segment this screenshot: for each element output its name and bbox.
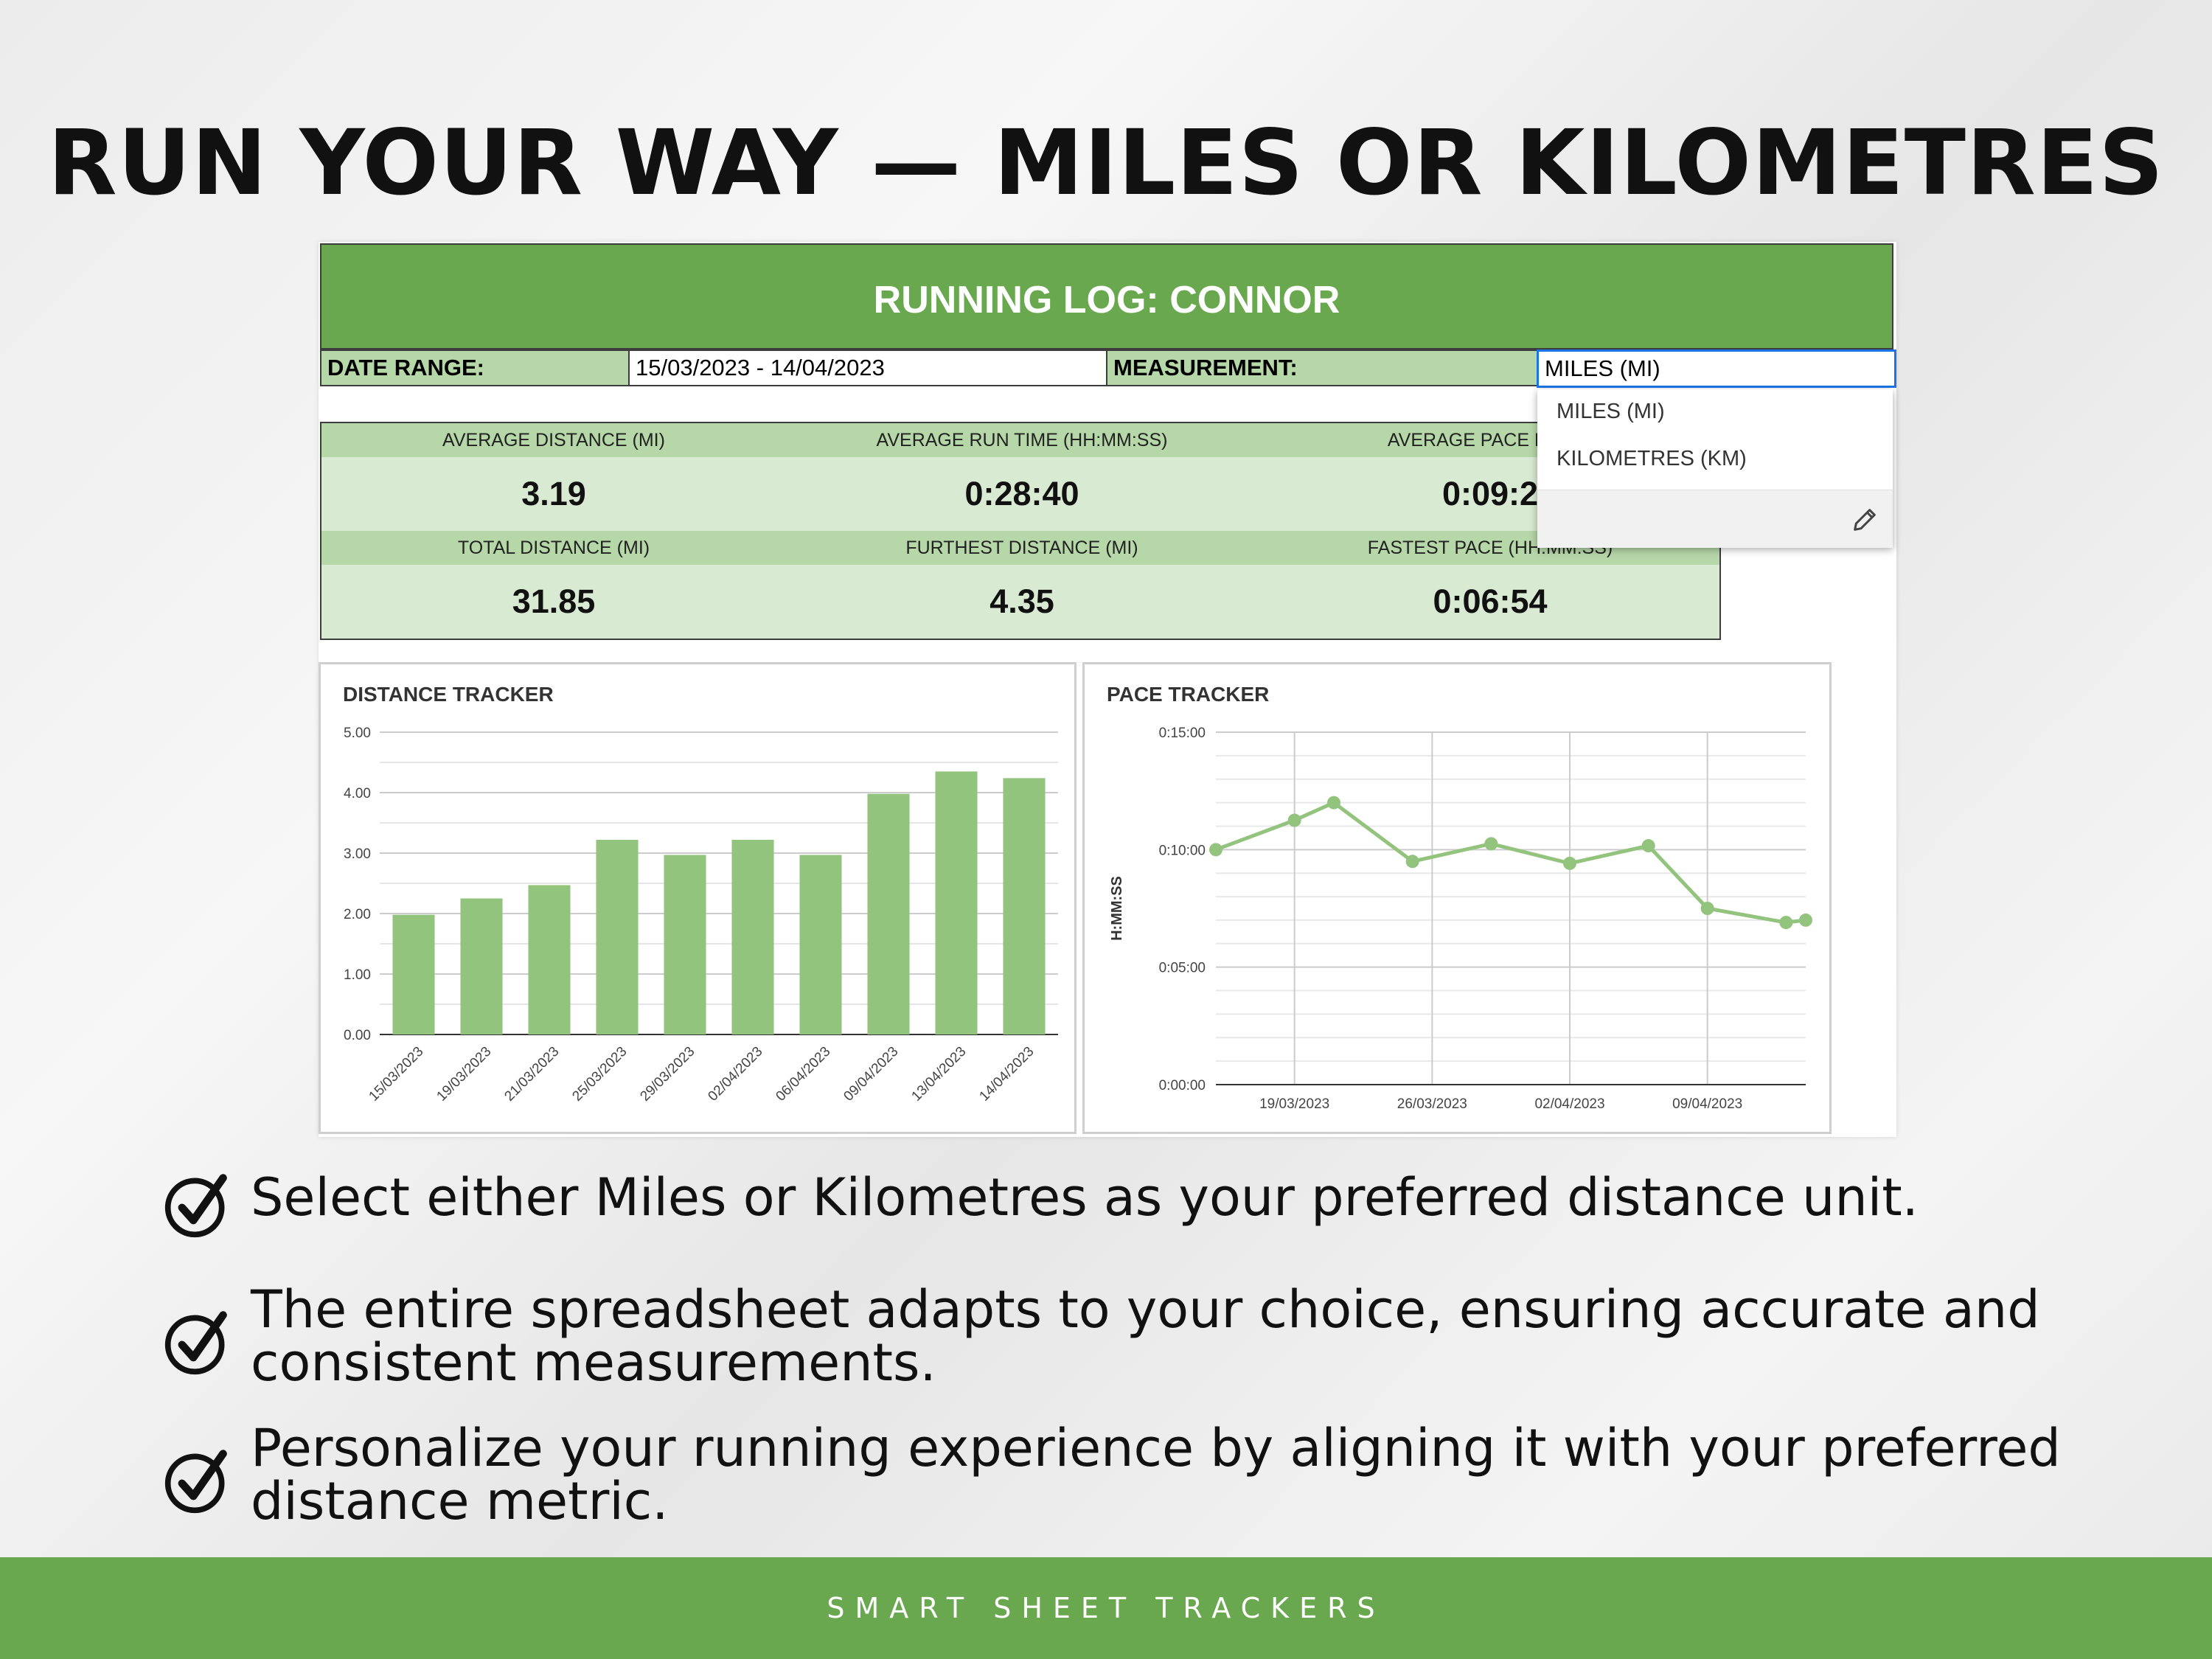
bar-29/03/2023	[664, 855, 706, 1034]
headline: RUN YOUR WAY — MILES OR KILOMETRES	[47, 111, 2165, 215]
y-tick-label: 0:15:00	[1159, 726, 1206, 741]
avg-runtime-value: 0:28:40	[964, 475, 1079, 512]
bar-15/03/2023	[392, 914, 435, 1034]
x-tick-label: 15/03/2023	[366, 1044, 426, 1105]
avg-pace-value: 0:09:2	[1441, 475, 1539, 512]
y-tick-label: 0:05:00	[1159, 961, 1206, 976]
point-19/03/2023	[1287, 813, 1301, 827]
total-distance-label: TOTAL DISTANCE (MI)	[457, 538, 650, 558]
measurement-dropdown-menu: MILES (MI) KILOMETRES (KM)	[1537, 389, 1893, 548]
menu-option-miles[interactable]: MILES (MI)	[1557, 400, 1665, 423]
x-tick-label: 14/04/2023	[976, 1044, 1037, 1105]
stats-panel: AVERAGE DISTANCE (MI) AVERAGE RUN TIME (…	[320, 422, 1721, 640]
bar-09/04/2023	[867, 793, 910, 1034]
chart-title: DISTANCE TRACKER	[343, 683, 554, 706]
y-tick-label: 0.00	[344, 1028, 371, 1043]
bar-13/04/2023	[935, 771, 978, 1034]
point-09/04/2023	[1700, 902, 1714, 915]
furthest-distance-label: FURTHEST DISTANCE (MI)	[905, 538, 1138, 558]
date-range-value[interactable]: 15/03/2023 - 14/04/2023	[628, 349, 1107, 386]
x-tick-label: 06/04/2023	[773, 1044, 833, 1105]
bar-19/03/2023	[460, 898, 503, 1034]
avg-distance-label: AVERAGE DISTANCE (MI)	[442, 430, 665, 451]
y-tick-label: 1.00	[344, 967, 371, 983]
measurement-label: MEASUREMENT:	[1106, 349, 1538, 386]
fastest-pace-value: 0:06:54	[1433, 582, 1548, 620]
y-tick-label: 0:10:00	[1159, 843, 1206, 858]
point-14/04/2023	[1799, 913, 1812, 927]
stats-header-band-1	[321, 423, 1719, 457]
bar-02/04/2023	[731, 839, 774, 1034]
point-06/04/2023	[1641, 839, 1655, 853]
log-title: RUNNING LOG: CONNOR	[320, 243, 1893, 349]
check-circle-icon	[164, 1450, 227, 1514]
x-tick-label: 02/04/2023	[1534, 1096, 1604, 1112]
y-tick-label: 2.00	[344, 907, 371, 922]
point-29/03/2023	[1484, 837, 1498, 851]
pace-line	[1215, 800, 1806, 925]
dropdown-footer	[1537, 490, 1893, 548]
x-tick-label: 26/03/2023	[1397, 1096, 1467, 1112]
date-range-label: DATE RANGE:	[320, 349, 630, 386]
running-log-sheet: RUNNING LOG: CONNOR DATE RANGE: 15/03/20…	[319, 242, 1896, 1137]
point-02/04/2023	[1563, 856, 1576, 870]
measurement-dropdown[interactable]: MILES (MI)	[1537, 349, 1896, 388]
check-circle-icon	[164, 1311, 227, 1375]
check-circle-icon	[164, 1174, 227, 1238]
menu-option-kilometres[interactable]: KILOMETRES (KM)	[1557, 447, 1747, 470]
x-tick-label: 25/03/2023	[569, 1044, 630, 1105]
x-tick-label: 19/03/2023	[1259, 1096, 1329, 1112]
x-tick-label: 09/04/2023	[841, 1044, 901, 1105]
x-tick-label: 19/03/2023	[434, 1044, 494, 1105]
pencil-icon[interactable]	[1850, 505, 1879, 535]
pace-tracker-chart: PACE TRACKER 0:00:00 0:05:00 0:10:00 0:15:00…	[1082, 662, 1832, 1134]
x-tick-label: 21/03/2023	[501, 1044, 562, 1105]
point-25/03/2023	[1405, 855, 1419, 869]
x-tick-label: 02/04/2023	[705, 1044, 765, 1105]
avg-runtime-label: AVERAGE RUN TIME (HH:MM:SS)	[876, 430, 1168, 451]
x-tick-label: 09/04/2023	[1672, 1096, 1742, 1112]
point-21/03/2023	[1327, 796, 1340, 810]
avg-distance-value: 3.19	[521, 475, 586, 512]
distance-tracker-chart: DISTANCE TRACKER 0.00 1.00 2.00 3.00 4.00 5.00…	[319, 662, 1077, 1134]
y-tick-label: 0:00:00	[1159, 1078, 1206, 1093]
x-tick-label: 29/03/2023	[637, 1044, 698, 1105]
feature-text-1: Select either Miles or Kilometres as you…	[251, 1167, 1919, 1228]
y-axis-label: H:MM:SS	[1109, 876, 1125, 941]
brand-footer: SMART SHEET TRACKERS	[0, 1557, 2212, 1659]
date-range-row: DATE RANGE: 15/03/2023 - 14/04/2023 MEAS…	[320, 349, 1893, 386]
y-tick-label: 3.00	[344, 846, 371, 862]
bar-21/03/2023	[528, 885, 571, 1034]
bar-06/04/2023	[799, 855, 842, 1034]
chart-title: PACE TRACKER	[1107, 683, 1269, 706]
bar-25/03/2023	[596, 839, 639, 1034]
point-15/03/2023	[1209, 843, 1222, 857]
feature-text-2: The entire spreadsheet adapts to your ch…	[251, 1279, 2040, 1393]
y-tick-label: 4.00	[344, 786, 371, 801]
total-distance-value: 31.85	[512, 582, 596, 620]
x-tick-label: 13/04/2023	[908, 1044, 969, 1105]
furthest-distance-value: 4.35	[990, 582, 1054, 620]
feature-text-3: Personalize your running experience by a…	[251, 1418, 2061, 1531]
y-tick-label: 5.00	[344, 726, 371, 741]
stats-header-band-2	[321, 531, 1719, 565]
point-13/04/2023	[1779, 916, 1793, 930]
bar-14/04/2023	[1003, 778, 1046, 1034]
